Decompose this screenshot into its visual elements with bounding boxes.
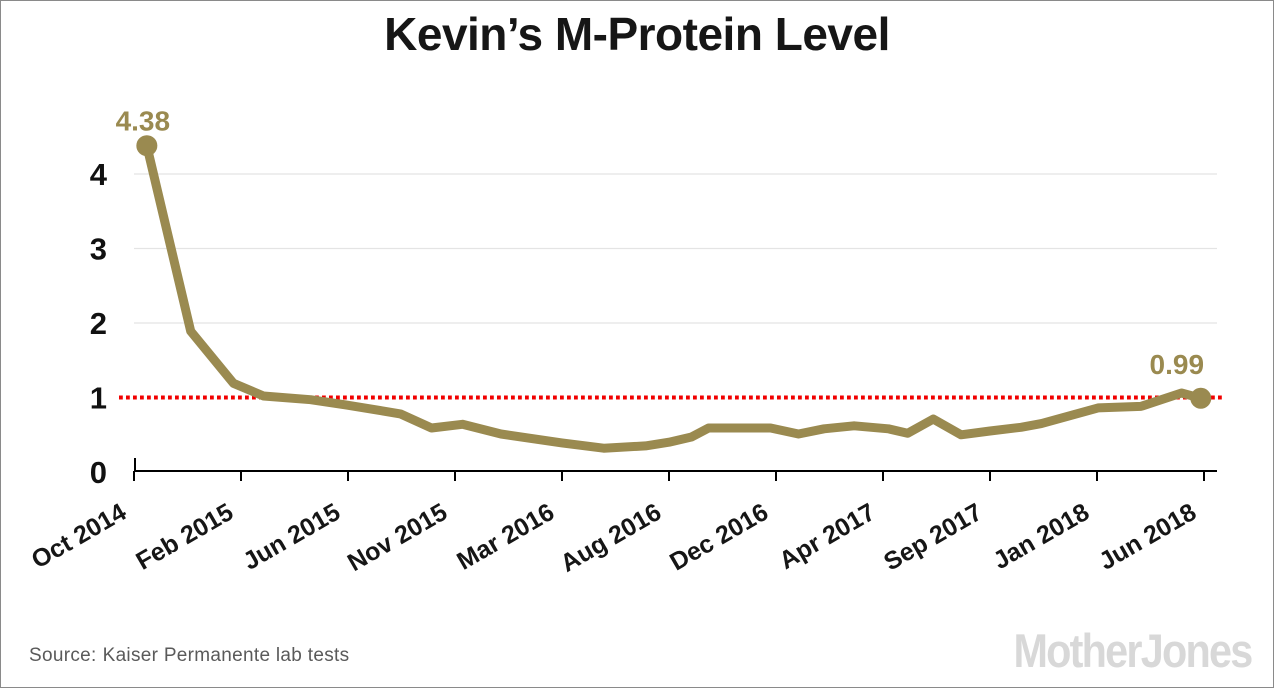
x-tick-label: Mar 2016 (452, 498, 559, 576)
x-tick-label: Jun 2015 (238, 498, 345, 576)
x-tick-label: Apr 2017 (775, 498, 880, 575)
x-tick-label: Dec 2016 (665, 498, 773, 576)
value-annotation: 4.38 (116, 106, 171, 137)
y-tick-label: 0 (90, 455, 107, 490)
value-annotation: 0.99 (1150, 349, 1205, 380)
y-tick-label: 2 (90, 306, 107, 341)
x-tick-label: Jun 2018 (1094, 498, 1201, 576)
y-tick-label: 1 (90, 381, 107, 416)
mprotein-line (142, 141, 1206, 453)
x-tick-label: Aug 2016 (556, 498, 666, 578)
x-tick-label: Jan 2018 (989, 498, 1095, 575)
source-label: Source: (29, 645, 97, 666)
data-point-marker-end (1190, 387, 1212, 409)
source-note: Source: Kaiser Permanente lab tests (29, 645, 349, 667)
x-tick-label: Sep 2017 (879, 498, 987, 576)
motherjones-logo: MotherJones (1012, 624, 1253, 677)
x-tick-label: Nov 2015 (343, 498, 452, 577)
x-tick-label: Oct 2014 (27, 498, 131, 574)
y-tick-label: 3 (90, 232, 107, 267)
data-point-marker-start (136, 135, 158, 157)
y-tick-label: 4 (90, 157, 108, 192)
x-tick-label: Feb 2015 (131, 498, 238, 576)
source-text: Kaiser Permanente lab tests (102, 645, 350, 666)
chart-title: Kevin’s M-Protein Level (384, 8, 890, 60)
